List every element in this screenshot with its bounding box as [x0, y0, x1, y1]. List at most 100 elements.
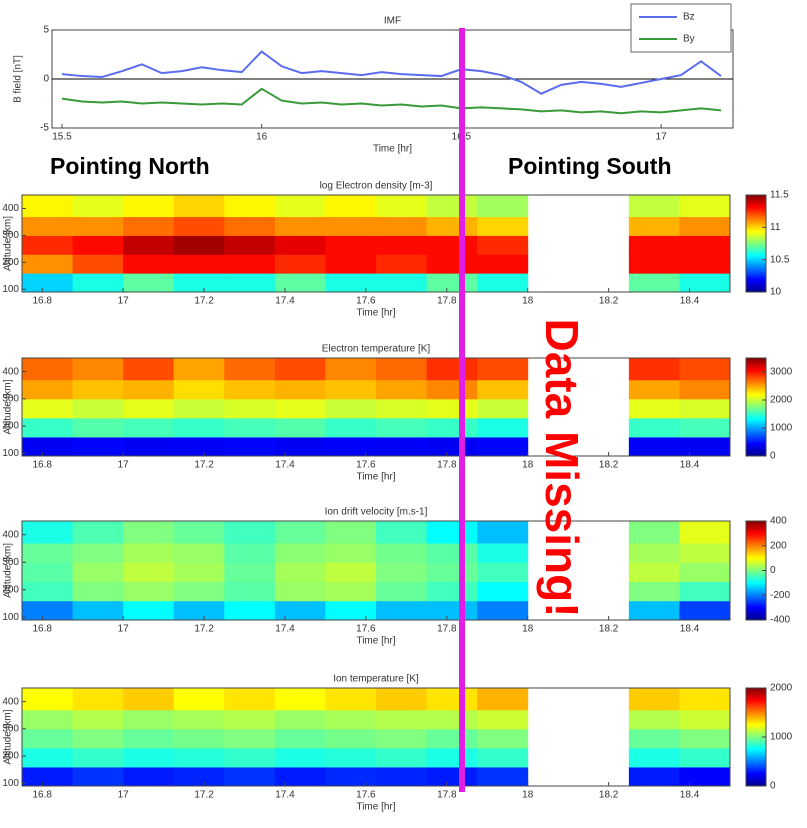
heat-cell	[123, 562, 175, 582]
heat-cell	[325, 709, 377, 730]
heat-cell	[679, 728, 731, 749]
heat-cell	[72, 728, 124, 749]
heat-cell	[426, 728, 478, 749]
legend-label: By	[683, 34, 695, 45]
x-tick-label: 18.4	[680, 790, 700, 801]
heat-cell	[123, 216, 175, 236]
heat-cell	[123, 728, 175, 749]
data-line	[61, 50, 722, 95]
heat-cell	[477, 216, 529, 236]
colorbar-tick-label: 0	[770, 781, 776, 792]
heat-cell	[477, 562, 529, 582]
heat-cell	[325, 195, 377, 218]
y-tick-label: 100	[2, 778, 19, 789]
heat-cell	[72, 688, 124, 711]
heat-cell	[628, 358, 680, 381]
heat-cell	[376, 600, 428, 621]
heat-cell	[123, 436, 175, 457]
heat-cell	[72, 235, 124, 255]
x-tick-label: 16.8	[32, 790, 52, 801]
heat-cell	[426, 195, 478, 218]
colorbar-tick-label: 2000	[770, 395, 793, 406]
heat-cell	[325, 521, 377, 544]
heat-cell	[173, 562, 225, 582]
heat-cell	[274, 417, 326, 438]
heat-cell	[173, 216, 225, 236]
heat-cell	[72, 766, 124, 787]
heat-cell	[376, 417, 428, 438]
heat-cell	[628, 436, 680, 457]
x-tick-label: 18	[522, 460, 534, 471]
x-axis-label: Time [hr]	[373, 144, 412, 155]
heat-cell	[679, 235, 731, 255]
heat-cell	[22, 747, 74, 768]
heat-cell	[224, 709, 276, 730]
plot-frame	[21, 687, 731, 787]
heat-cell	[477, 709, 529, 730]
y-tick-label: 400	[2, 529, 19, 540]
heat-cell	[376, 379, 428, 400]
heat-cell	[173, 521, 225, 544]
heat-cell	[123, 709, 175, 730]
y-tick-label: 400	[2, 366, 19, 377]
x-tick-label: 15.5	[52, 132, 72, 143]
heat-cell	[274, 581, 326, 602]
heat-cell	[173, 436, 225, 457]
heat-cell	[628, 728, 680, 749]
heat-cell	[22, 254, 74, 274]
heat-cell	[274, 235, 326, 255]
y-tick-label: 300	[2, 230, 19, 241]
x-tick-label: 17	[118, 296, 130, 307]
heat-cell	[477, 600, 529, 621]
heat-cell	[426, 688, 478, 711]
x-tick-label: 18	[522, 790, 534, 801]
heat-cell	[173, 195, 225, 218]
heat-cell	[173, 543, 225, 563]
heat-cell	[376, 235, 428, 255]
heat-cell	[173, 581, 225, 602]
x-tick-label: 16.8	[32, 296, 52, 307]
heat-cell	[123, 254, 175, 274]
heat-cell	[224, 600, 276, 621]
y-tick-label: 400	[2, 696, 19, 707]
x-tick-label: 17.4	[275, 790, 295, 801]
heat-cell	[376, 747, 428, 768]
heat-cell	[173, 273, 225, 293]
heat-cell	[376, 358, 428, 381]
heat-cell	[22, 709, 74, 730]
heat-cell	[325, 379, 377, 400]
plot-frame	[21, 357, 731, 457]
heat-cell	[376, 766, 428, 787]
y-tick-label: 5	[43, 25, 49, 36]
heat-cell	[426, 235, 478, 255]
x-tick-label: 17.6	[356, 296, 376, 307]
heat-cell	[224, 235, 276, 255]
heat-cell	[376, 562, 428, 582]
heat-cell	[628, 521, 680, 544]
chart-title: Electron temperature [K]	[322, 344, 431, 355]
heat-cell	[72, 543, 124, 563]
heat-cell	[628, 379, 680, 400]
heat-cell	[325, 543, 377, 563]
x-tick-label: 16	[256, 132, 268, 143]
heat-cell	[477, 417, 529, 438]
heat-cell	[173, 600, 225, 621]
colorbar-tick-label: 11.5	[770, 190, 789, 201]
colorbar-tick-label: 0	[770, 451, 776, 462]
heat-cell	[426, 600, 478, 621]
heat-cell	[477, 747, 529, 768]
heat-cell	[123, 417, 175, 438]
heat-cell	[679, 216, 731, 236]
y-axis-label: Altitude [km]	[3, 709, 14, 764]
heat-cell	[376, 543, 428, 563]
y-tick-label: 400	[2, 203, 19, 214]
heat-cell	[325, 216, 377, 236]
heat-cell	[224, 273, 276, 293]
heat-cell	[224, 747, 276, 768]
heat-cell	[224, 766, 276, 787]
heat-cell	[274, 254, 326, 274]
heat-cell	[173, 235, 225, 255]
colorbar-tick-label: 200	[770, 540, 787, 551]
heat-cell	[22, 216, 74, 236]
